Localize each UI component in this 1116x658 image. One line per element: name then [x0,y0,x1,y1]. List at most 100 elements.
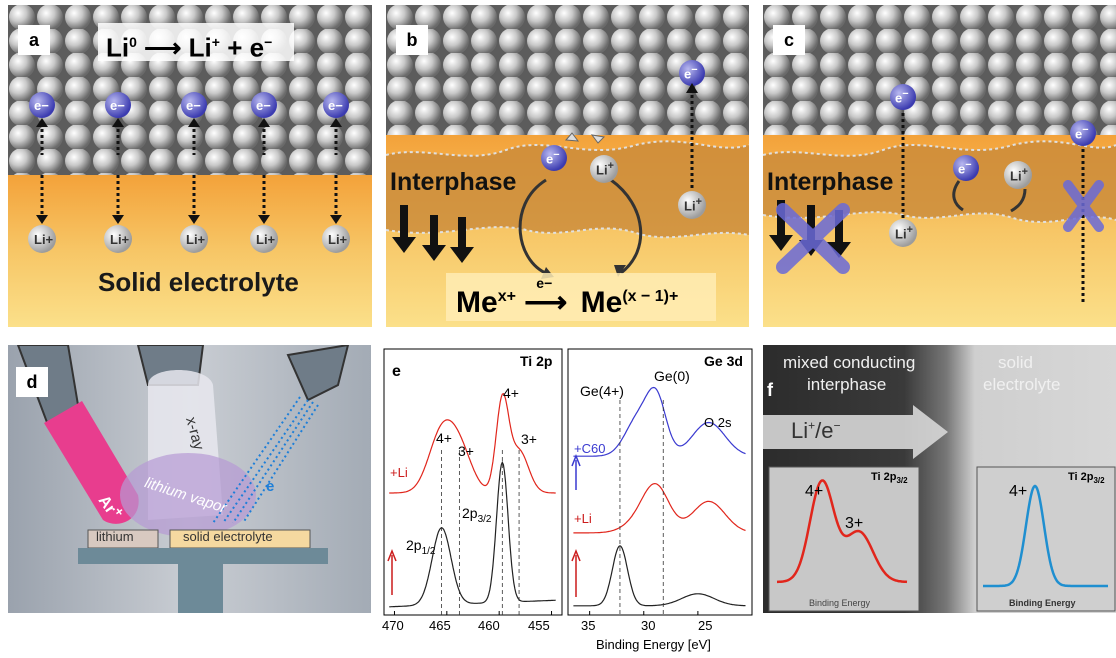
e-ann-o2s: O 2s [704,415,732,430]
a-li-label-0: Li+ [34,232,54,247]
e-ann-ge4: Ge(4+) [580,383,624,399]
panel-e-label: e [392,363,401,380]
c-electron-2: e− [958,159,972,177]
f-inset-right-title: Ti 2p3/2 [1068,471,1105,486]
a-li-1 [104,225,132,253]
f-title-line1: mixed conducting [783,353,916,372]
a-li-label-1: Li+ [110,232,130,247]
e-ann-plus-li-right: +Li [574,511,592,526]
reaction-me-right-sup: (x − 1)+ [622,288,679,305]
e-left-frame [383,348,563,616]
a-li-3 [250,225,278,253]
panel-e-spectra [383,348,753,616]
panel-e: e Ti 2p Ge 3d 4+ 3+ 4+ 3+ +Li 2p1/2 2p3/… [378,345,758,658]
c-li-1: Li+ [895,224,913,242]
c-block-cross-right [1063,180,1104,232]
down-arrows [392,205,474,263]
f-inset-right-4plus: 4+ [1009,483,1028,500]
panel-b-label: b [396,25,428,55]
a-electron-label-3: e− [256,98,271,113]
d-lithium-vapor [120,453,256,537]
ge-blue-arrow-icon [571,453,581,490]
d-electron-beam [212,396,319,524]
a-electron-3 [251,92,277,118]
f-right-title-1: solid [998,353,1033,372]
d-sample-holder [78,548,328,564]
f-right-title-2: electrolyte [983,375,1061,394]
f-title-line2: interphase [807,375,887,394]
curve-arrow-left [518,178,552,277]
panel-a-caption: Solid electrolyte [98,267,299,297]
b-electron-top [679,60,705,86]
a-li-label-4: Li+ [328,232,348,247]
e-ann-2p12: 2p1/2 [406,537,436,557]
f-inset-right-xlabel: Binding Energy [1009,598,1076,608]
interphase-top-line [386,140,749,157]
e-ann-plus-c60: +C60 [574,441,606,456]
interphase-layer [386,141,749,238]
eq-li0: Li [106,32,130,63]
d-electron-label: e [266,478,275,495]
a-li-2 [180,225,208,253]
b-electron-top-text: e− [684,64,698,82]
a-li-label-2: Li+ [186,232,206,247]
e-right-frame [567,348,753,616]
e-ann-4plus-left: 4+ [436,430,452,446]
eq-arrow-icon: ⟶ [144,32,182,63]
a-electron-4 [323,92,349,118]
panel-a-label: a [18,25,50,55]
panel-f: f mixed conducting interphase solid elec… [763,345,1116,613]
ge-li-curve [573,482,746,534]
e-tick-l1: 465 [429,618,451,633]
a-electron-label-4: e− [328,98,343,113]
e-xaxis-label: Binding Energy [eV] [596,637,711,652]
b-reaction: Mex+ e− ⟶ Me(x − 1)+ [446,273,716,321]
a-li-label-3: Li+ [256,232,276,247]
eq-li0-sup: 0 [129,34,137,50]
eq-li-plus: Li [188,32,212,63]
panel-c: c Interphase e− Li+ e− Li+ e− [763,5,1116,327]
f-big-arrow [763,405,948,459]
panel-d: d x-ray Ar+ lithium vapor e lithium soli… [8,345,371,613]
panel-c-label: c [773,25,805,55]
eq-plus-e: + e [227,32,265,63]
e-ann-3plus-left: 3+ [458,443,474,459]
d-analyzer [286,345,350,402]
c-electron-1: e− [895,88,909,106]
f-arrow-text: Li+/e− [791,418,841,443]
panel-c-illustration [763,5,1116,327]
panel-d-label: d [16,367,48,397]
a-electron-2 [181,92,207,118]
e-ann-ge0: Ge(0) [654,368,690,384]
e-ann-4plus-right: 4+ [503,385,519,401]
c-block-cross-left [776,203,850,274]
f-inset-left-3plus: 3+ [845,515,864,532]
ge-red-arrow-icon [571,548,581,597]
ge-pristine-curve [573,545,746,607]
b-li-text: Li+ [596,160,614,178]
b-li-bottom-text: Li+ [684,196,702,214]
e-tick-l2: 460 [478,618,500,633]
a-li-0 [28,225,56,253]
c-li-2: Li+ [1010,166,1028,184]
a-electron-label-2: e− [186,98,201,113]
reaction-me-left: Me [456,286,498,319]
e-ann-3plus-right: 3+ [521,431,537,447]
a-electron-label-0: e− [34,98,49,113]
e-left-title: Ti 2p [520,353,553,369]
e-tick-r1: 30 [641,618,656,633]
d-se-label: solid electrolyte [183,529,273,544]
panel-f-label: f [767,380,773,400]
reaction-arrow: e− ⟶ [524,275,572,327]
a-electron-label-1: e− [110,98,125,113]
e-tick-r0: 35 [581,618,596,633]
curve-arrow-right [610,178,643,275]
c-interphase-layer [763,141,1116,222]
d-ar-beam [44,401,139,524]
c-interphase-label: Interphase [767,168,894,196]
panel-a-equation: Li0 ⟶ Li+ + e− [98,23,294,63]
panel-b: b Interphase e− Li+ e− Li+ Mex+ e− ⟶ Me(x… [386,5,749,327]
panel-d-illustration [16,345,350,613]
panel-a-charges: e− Li+ e− Li+ e− Li+ e− Li+ e− Li+ [28,92,350,253]
e-ann-2p32: 2p3/2 [462,505,492,525]
